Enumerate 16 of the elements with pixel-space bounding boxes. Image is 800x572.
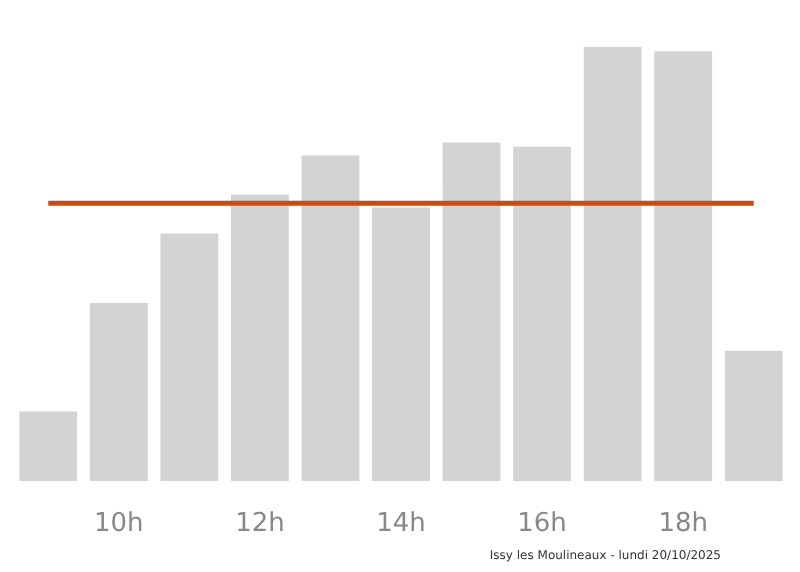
bar: [160, 233, 219, 481]
bar: [724, 350, 783, 481]
bar: [89, 303, 148, 481]
bar: [301, 155, 360, 481]
bar: [513, 146, 572, 481]
x-tick-label: 14h: [376, 509, 426, 539]
x-tick-label: 18h: [658, 509, 708, 539]
x-tick-label: 16h: [517, 509, 567, 539]
x-tick-label: 10h: [94, 509, 144, 539]
bar: [654, 51, 713, 481]
bar: [442, 142, 501, 481]
bar: [372, 207, 430, 481]
bar: [583, 47, 642, 481]
x-tick-label: 12h: [235, 509, 285, 539]
bar: [230, 194, 289, 481]
bar: [19, 411, 78, 481]
